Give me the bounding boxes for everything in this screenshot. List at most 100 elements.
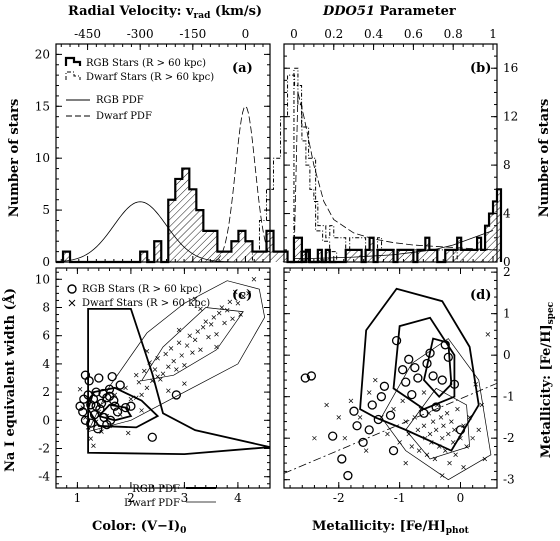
dwarf-star-point	[241, 293, 246, 299]
dwarf-star-point	[373, 377, 378, 383]
panel-b-x-tick-label: 1	[489, 27, 497, 41]
legend-a-rgb-label: RGB Stars (R > 60 kpc)	[86, 58, 206, 69]
rgb-star-point	[96, 398, 107, 409]
dwarf-star-point	[385, 431, 390, 437]
dwarf-star-point	[406, 431, 412, 437]
dwarf-star-point	[235, 301, 241, 306]
legend-a: RGB Stars (R > 60 kpc) Dwarf Stars (R > …	[64, 56, 214, 122]
panel-b-x-tick-label: 0.4	[364, 27, 383, 41]
rgb-star-point	[112, 407, 123, 417]
panel-b-y-tick-label: 4	[503, 207, 511, 221]
dwarf-star-point	[403, 419, 408, 424]
panel-b-y-tick-label: 16	[503, 61, 518, 75]
panel-a-x-tick-label: -300	[127, 27, 154, 41]
dwarf-star-point	[418, 406, 424, 412]
dwarf-star-point	[88, 436, 94, 441]
legend-a-rgb-swatch	[64, 56, 82, 66]
rgb-star-point	[364, 425, 374, 435]
dwarf-star-point	[438, 415, 444, 420]
rgb-star-point	[431, 402, 441, 412]
dwarf-star-point	[227, 299, 233, 305]
dwarf-star-point	[422, 435, 428, 441]
dwarf-star-point	[430, 419, 436, 424]
dwarf-star-point	[200, 324, 206, 330]
rgb-star-point	[86, 418, 96, 428]
panel-b: 0 0.2 0.4 0.6 0.8 1 0 4 8 12 16	[283, 27, 518, 269]
dwarf-star-point	[421, 390, 427, 395]
dwarf-star-point	[222, 320, 227, 326]
dwarf-star-point	[444, 411, 450, 416]
legend-c-rgb-label: RGB Stars (R > 60 kpc)	[82, 284, 202, 295]
legend-a-dwarfpdf-label: Dwarf PDF	[96, 111, 152, 122]
dwarf-star-point	[427, 431, 433, 437]
panel-c-y-tick-label: -4	[38, 470, 50, 484]
rgb-star-point	[358, 437, 368, 447]
rgb-star-point	[401, 377, 411, 387]
dwarf-star-point	[139, 408, 144, 413]
rgb-star-point	[388, 445, 399, 456]
rgb-star-point	[443, 352, 453, 362]
rgb-star-point	[440, 340, 450, 350]
rgb-star-point	[373, 414, 383, 425]
dwarf-star-point	[176, 340, 182, 345]
legend-a-rgbpdf-label: RGB PDF	[96, 95, 144, 106]
dwarf-star-point	[155, 374, 160, 379]
ylabel-right-bottom: Metallicity: [Fe/H]spec	[539, 301, 556, 458]
dwarf-star-point	[443, 448, 448, 453]
rgb-star-point	[419, 408, 429, 418]
panel-c-x-tick-label: 3	[181, 491, 189, 505]
dwarf-star-point	[403, 460, 408, 466]
rgb-star-point	[75, 401, 85, 411]
rgb-star-point	[343, 470, 353, 481]
dwarf-star-point	[342, 435, 348, 441]
dwarf-star-point	[166, 364, 171, 369]
dwarf-star-point	[85, 425, 91, 430]
panel-a-y-tick-label: 20	[35, 47, 50, 61]
dwarf-star-point	[219, 305, 225, 310]
dwarf-star-point	[439, 473, 445, 478]
dwarf-pdf-curve	[56, 105, 270, 263]
rgb-star-point	[349, 406, 359, 416]
panel-a-y-tick-label: 15	[35, 99, 50, 113]
dwarf-star-point	[182, 363, 187, 368]
dwarf-pdf-contour-outer	[380, 338, 492, 481]
dwarf-star-point	[160, 371, 166, 377]
panel-d-y-tick-label: 0	[503, 348, 511, 362]
rgb-star-point	[413, 373, 423, 383]
rgb-star-point	[379, 381, 390, 391]
dwarf-star-point	[439, 435, 445, 441]
rgb-star-point	[147, 432, 157, 442]
rgb-star-point	[410, 362, 420, 373]
panel-d-y-tick-label: -2	[503, 431, 515, 445]
panel-a-x-tick-label: -450	[74, 27, 101, 41]
dwarf-star-point	[91, 443, 96, 448]
legend-c: RGB Stars (R > 60 kpc) Dwarf Stars (R > …	[67, 284, 216, 509]
rgb-star-point	[407, 389, 417, 400]
dwarf-star-point	[473, 381, 478, 387]
dwarf-star-point	[432, 456, 438, 462]
panel-b-x-tick-label: 0	[290, 27, 298, 41]
dwarf-star-point	[415, 427, 421, 433]
dwarf-star-point	[128, 396, 134, 402]
dwarf-histogram	[289, 67, 502, 263]
dwarf-star-point	[77, 387, 83, 392]
dwarf-star-point	[251, 277, 257, 282]
dwarf-star-point	[125, 430, 131, 436]
dwarf-star-point	[190, 350, 195, 355]
dwarf-star-point	[134, 372, 139, 378]
dwarf-star-point	[166, 388, 171, 393]
dwarf-star-point	[416, 448, 422, 453]
dwarf-star-point	[464, 444, 469, 449]
rgb-star-point	[94, 373, 104, 383]
dwarf-star-point	[357, 415, 363, 420]
panel-b-label: (b)	[470, 61, 491, 76]
rgb-star-point	[86, 400, 96, 410]
dwarf-star-point	[174, 367, 179, 372]
rgb-star-point	[93, 424, 103, 434]
dwarf-star-point	[391, 406, 396, 412]
dwarf-star-point	[152, 367, 158, 372]
rgb-star-point	[107, 371, 117, 382]
dwarf-star-point	[400, 398, 405, 404]
panel-a-x-tick-label: 0	[242, 27, 250, 41]
top-axis-title-a: Radial Velocity: vrad (km/s)	[68, 4, 262, 21]
